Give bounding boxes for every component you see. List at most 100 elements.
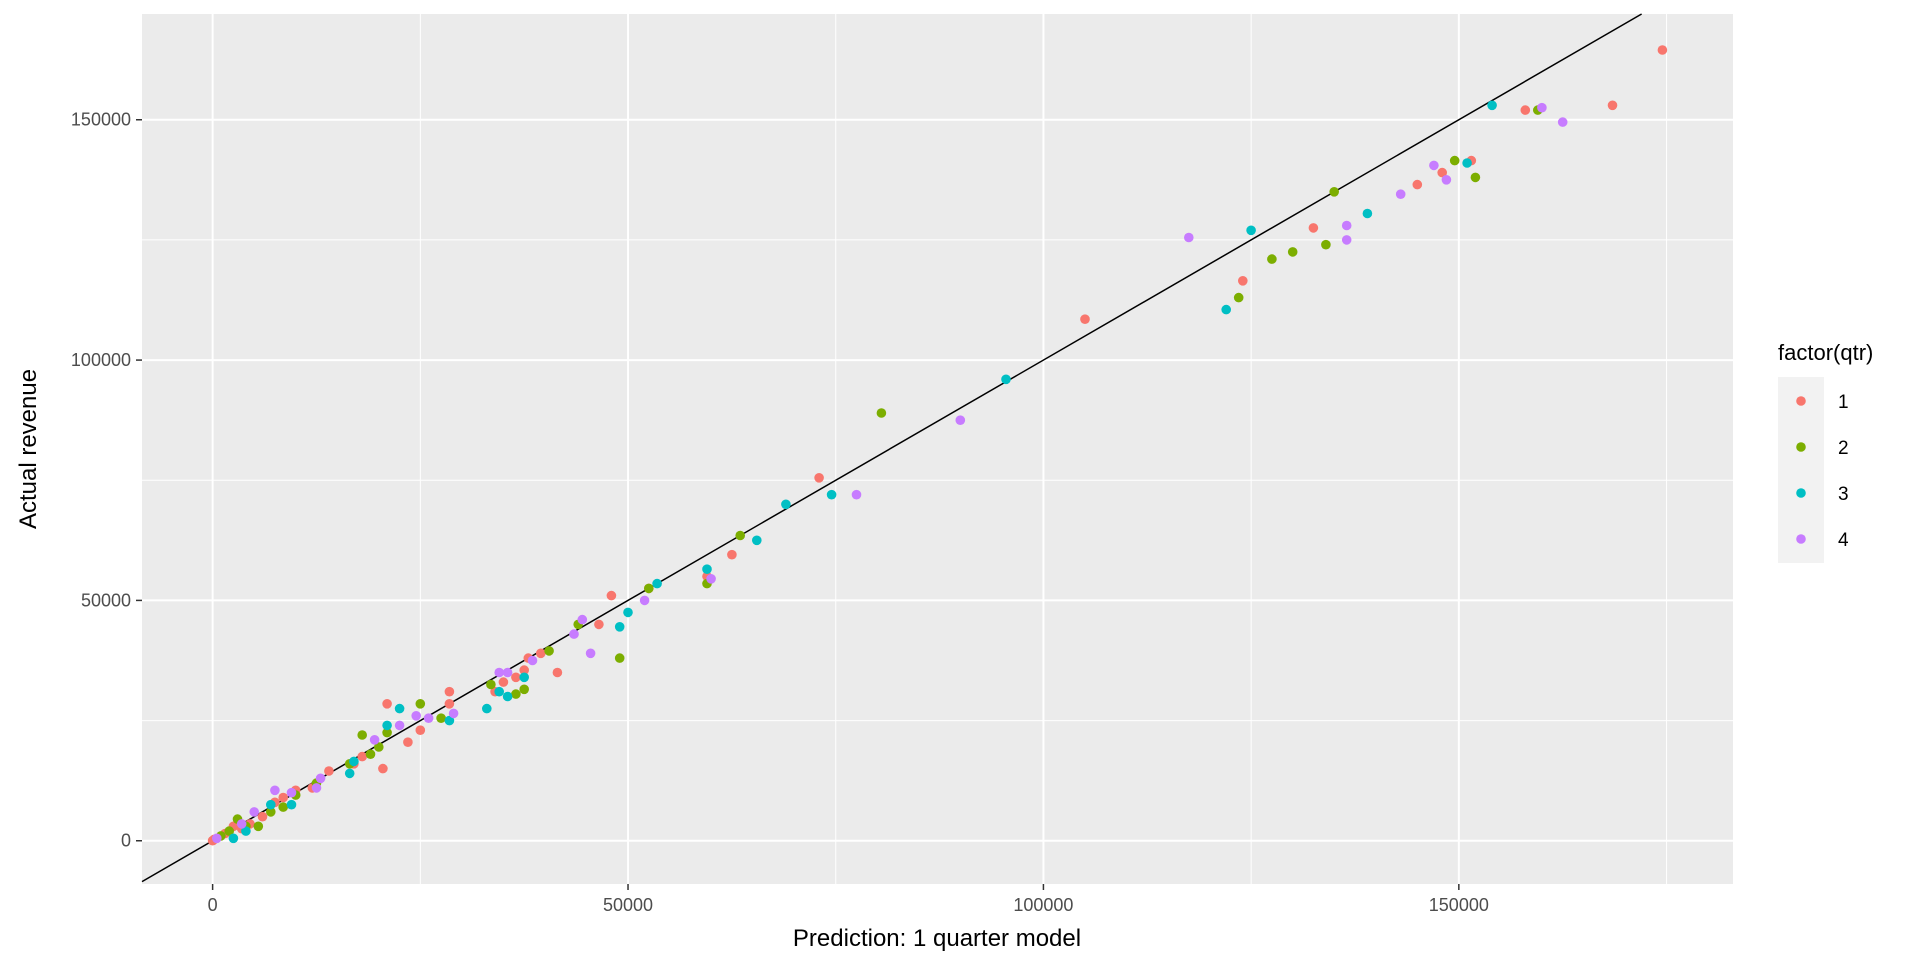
data-point-qtr-2 (266, 807, 276, 817)
legend-key-qtr-4 (1796, 534, 1806, 544)
data-point-qtr-3 (1246, 225, 1256, 236)
data-point-qtr-3 (344, 768, 355, 779)
reference-line-group (141, 13, 1642, 883)
data-point-qtr-2 (735, 530, 745, 541)
data-point-qtr-4 (706, 574, 716, 584)
data-point-qtr-1 (415, 725, 426, 735)
data-point-qtr-4 (1537, 102, 1547, 113)
data-point-qtr-1 (444, 699, 455, 709)
minor-gridlines (142, 14, 1733, 884)
data-point-qtr-3 (519, 672, 529, 683)
data-point-qtr-3 (228, 833, 239, 844)
data-point-qtr-1 (278, 792, 289, 803)
data-point-qtr-2 (544, 646, 554, 656)
data-point-qtr-3 (1487, 100, 1497, 111)
data-point-qtr-2 (519, 684, 529, 695)
data-point-qtr-2 (382, 727, 392, 738)
data-point-qtr-4 (236, 819, 247, 829)
data-point-qtr-3 (702, 564, 712, 574)
x-axis-ticks: 0 50000 100000 150000 (208, 884, 1489, 915)
legend-label-qtr-2: 2 (1838, 438, 1849, 459)
legend-key-qtr-2 (1796, 442, 1806, 452)
data-point-qtr-3 (266, 799, 276, 810)
data-point-qtr-1 (552, 667, 563, 678)
data-point-qtr-4 (423, 713, 434, 723)
data-point-qtr-1 (1607, 100, 1618, 111)
legend-key-qtr-1 (1796, 396, 1806, 406)
reference-line (141, 13, 1642, 883)
data-point-qtr-1 (382, 699, 392, 709)
data-point-qtr-4 (585, 648, 596, 659)
legend-key-qtr-3 (1796, 488, 1806, 498)
data-point-qtr-4 (286, 787, 297, 798)
data-point-qtr-3 (1221, 304, 1231, 315)
data-point-qtr-1 (444, 686, 455, 697)
data-point-qtr-3 (394, 703, 405, 714)
data-point-qtr-2 (511, 689, 521, 699)
legend: factor(qtr) 1 2 3 4 (1778, 340, 1873, 563)
data-point-qtr-4 (1557, 117, 1568, 127)
data-point-qtr-1 (1412, 179, 1423, 190)
data-point-qtr-3 (349, 756, 359, 767)
x-tick-label: 50000 (603, 895, 653, 915)
data-point-qtr-1 (257, 811, 268, 822)
data-point-qtr-1 (1520, 105, 1531, 115)
data-point-qtr-3 (752, 535, 762, 546)
data-point-qtr-2 (1470, 172, 1481, 183)
plot-panel (142, 14, 1733, 884)
data-point-qtr-3 (623, 607, 633, 618)
data-point-qtr-4 (527, 655, 538, 666)
data-point-qtr-2 (224, 826, 234, 836)
data-point-qtr-1 (536, 648, 546, 659)
data-point-qtr-1 (357, 751, 368, 762)
data-point-qtr-2 (374, 742, 384, 752)
data-point-qtr-3 (1462, 158, 1472, 168)
data-point-qtr-3 (1362, 208, 1373, 219)
x-tick-label: 150000 (1429, 895, 1489, 915)
data-point-qtr-2 (1287, 247, 1298, 257)
data-point-qtr-1 (1080, 314, 1090, 325)
data-point-qtr-2 (1321, 239, 1331, 250)
data-point-qtr-2 (876, 408, 887, 418)
data-point-qtr-4 (1341, 235, 1352, 245)
data-point-qtr-2 (1449, 155, 1460, 166)
data-point-qtr-1 (378, 763, 388, 774)
data-point-qtr-4 (270, 785, 280, 796)
data-point-qtr-4 (1395, 189, 1406, 199)
data-point-qtr-3 (781, 499, 791, 510)
data-point-qtr-1 (511, 672, 521, 683)
data-point-qtr-3 (482, 703, 492, 714)
data-point-qtr-4 (448, 708, 459, 719)
data-point-qtr-1 (606, 590, 617, 601)
data-point-qtr-3 (382, 720, 392, 731)
data-point-qtr-2 (614, 653, 625, 663)
y-tick-label: 150000 (71, 110, 131, 130)
data-point-qtr-4 (639, 595, 650, 606)
data-points (207, 45, 1668, 846)
data-point-qtr-2 (415, 699, 426, 709)
data-point-qtr-4 (494, 667, 505, 678)
data-point-qtr-3 (502, 691, 513, 702)
data-point-qtr-1 (519, 665, 529, 675)
x-axis-title: Prediction: 1 quarter model (793, 925, 1081, 952)
data-point-qtr-2 (644, 583, 654, 594)
data-point-qtr-4 (502, 667, 513, 678)
data-point-qtr-2 (365, 749, 376, 759)
data-point-qtr-4 (577, 614, 588, 625)
data-point-qtr-3 (826, 489, 837, 500)
y-tick-label: 0 (121, 831, 131, 851)
data-point-qtr-4 (249, 807, 259, 817)
data-point-qtr-4 (315, 773, 326, 784)
data-point-qtr-3 (1001, 374, 1011, 385)
y-axis-ticks: 0 50000 100000 150000 (71, 110, 142, 851)
data-point-qtr-2 (278, 802, 289, 812)
data-point-qtr-1 (498, 677, 509, 687)
data-point-qtr-1 (727, 549, 737, 560)
data-point-qtr-1 (814, 473, 824, 483)
data-point-qtr-3 (444, 715, 455, 726)
data-point-qtr-4 (1341, 220, 1352, 231)
data-point-qtr-3 (286, 799, 297, 810)
data-point-qtr-4 (955, 415, 966, 426)
data-point-qtr-3 (241, 826, 251, 836)
